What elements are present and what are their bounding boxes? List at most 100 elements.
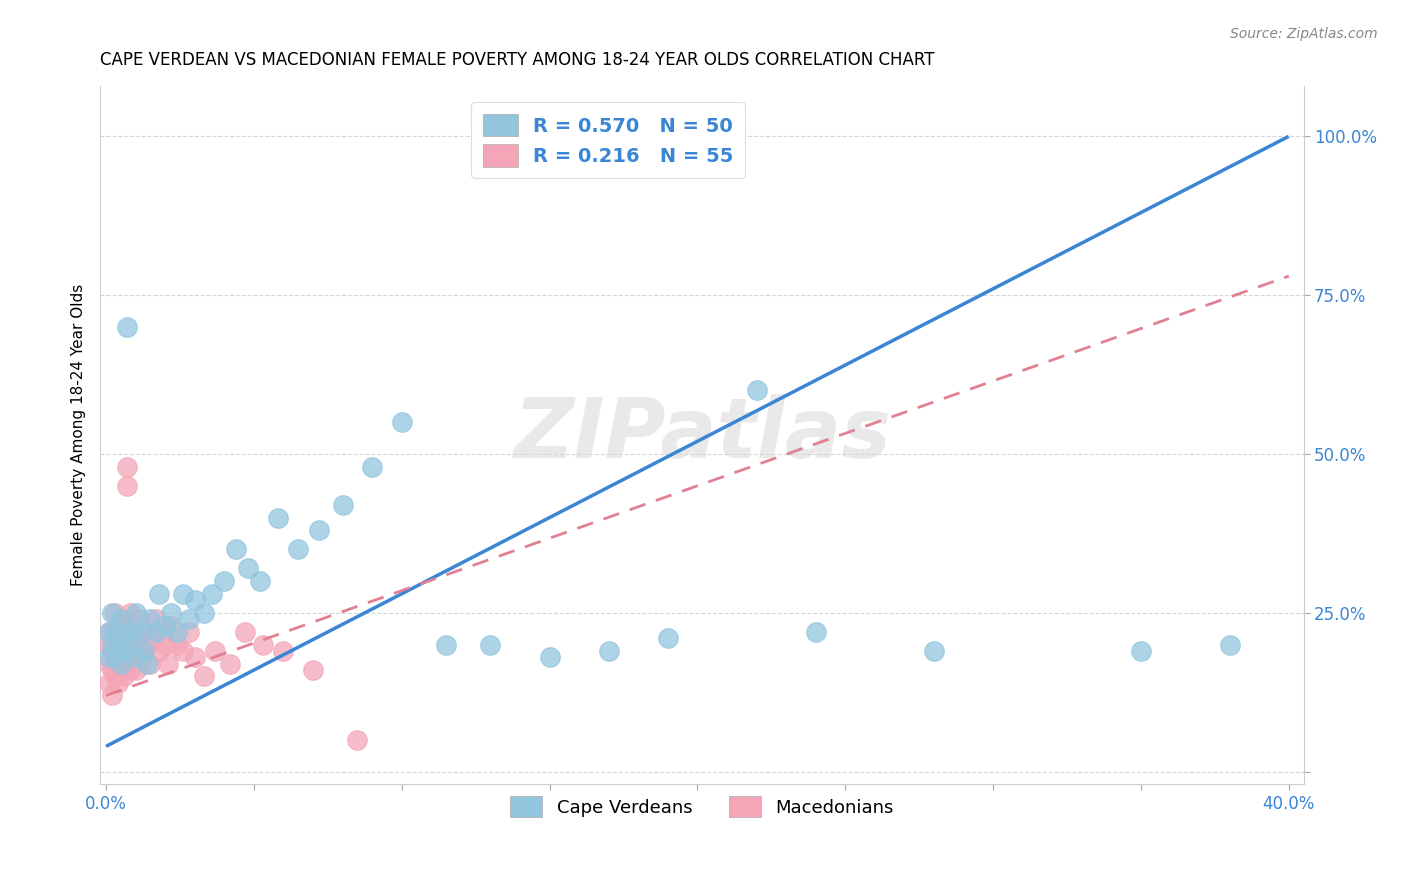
Point — [249, 574, 271, 588]
Point — [121, 624, 143, 639]
Text: ZIPatlas: ZIPatlas — [513, 394, 891, 475]
Point — [124, 650, 146, 665]
Point — [166, 624, 188, 639]
Point — [287, 542, 309, 557]
Point — [104, 669, 127, 683]
Point — [101, 663, 124, 677]
Point — [177, 612, 200, 626]
Point — [98, 675, 121, 690]
Point — [153, 618, 176, 632]
Point — [184, 650, 207, 665]
Point — [104, 650, 127, 665]
Point — [308, 523, 330, 537]
Point — [98, 638, 121, 652]
Point — [98, 650, 121, 665]
Point — [233, 624, 256, 639]
Point — [273, 644, 295, 658]
Point — [98, 624, 121, 639]
Point — [214, 574, 236, 588]
Point — [101, 689, 124, 703]
Point — [804, 624, 827, 639]
Point — [148, 644, 170, 658]
Point — [148, 587, 170, 601]
Point — [266, 510, 288, 524]
Point — [121, 624, 143, 639]
Point — [153, 638, 176, 652]
Point — [98, 624, 121, 639]
Point — [538, 650, 561, 665]
Point — [115, 657, 138, 671]
Point — [104, 606, 127, 620]
Point — [134, 624, 156, 639]
Point — [115, 479, 138, 493]
Point — [110, 638, 132, 652]
Point — [115, 624, 138, 639]
Point — [112, 618, 135, 632]
Point — [124, 663, 146, 677]
Point — [131, 650, 153, 665]
Point — [745, 384, 768, 398]
Point — [101, 638, 124, 652]
Point — [110, 663, 132, 677]
Point — [177, 624, 200, 639]
Point — [160, 606, 183, 620]
Point — [922, 644, 945, 658]
Point — [166, 638, 188, 652]
Point — [346, 733, 368, 747]
Point — [204, 644, 226, 658]
Point — [101, 644, 124, 658]
Point — [101, 606, 124, 620]
Legend: Cape Verdeans, Macedonians: Cape Verdeans, Macedonians — [502, 789, 901, 824]
Point — [107, 624, 129, 639]
Point — [118, 632, 141, 646]
Point — [139, 657, 162, 671]
Point — [172, 587, 194, 601]
Point — [118, 638, 141, 652]
Point — [150, 624, 173, 639]
Point — [201, 587, 224, 601]
Point — [252, 638, 274, 652]
Point — [136, 638, 159, 652]
Point — [145, 612, 167, 626]
Point — [128, 644, 150, 658]
Text: Source: ZipAtlas.com: Source: ZipAtlas.com — [1230, 27, 1378, 41]
Point — [391, 415, 413, 429]
Point — [136, 657, 159, 671]
Point — [118, 606, 141, 620]
Point — [128, 612, 150, 626]
Point — [98, 657, 121, 671]
Point — [121, 650, 143, 665]
Point — [142, 632, 165, 646]
Point — [115, 320, 138, 334]
Point — [110, 657, 132, 671]
Point — [110, 612, 132, 626]
Point — [104, 650, 127, 665]
Point — [104, 624, 127, 639]
Point — [118, 663, 141, 677]
Point — [193, 606, 215, 620]
Point — [302, 663, 325, 677]
Text: CAPE VERDEAN VS MACEDONIAN FEMALE POVERTY AMONG 18-24 YEAR OLDS CORRELATION CHAR: CAPE VERDEAN VS MACEDONIAN FEMALE POVERT… — [100, 51, 935, 69]
Point — [1129, 644, 1152, 658]
Point — [1219, 638, 1241, 652]
Point — [193, 669, 215, 683]
Point — [107, 638, 129, 652]
Point — [107, 650, 129, 665]
Point — [124, 638, 146, 652]
Point — [115, 459, 138, 474]
Point — [225, 542, 247, 557]
Point — [139, 612, 162, 626]
Point — [157, 657, 180, 671]
Point — [184, 593, 207, 607]
Point — [107, 675, 129, 690]
Y-axis label: Female Poverty Among 18-24 Year Olds: Female Poverty Among 18-24 Year Olds — [72, 284, 86, 586]
Point — [145, 624, 167, 639]
Point — [112, 669, 135, 683]
Point — [332, 498, 354, 512]
Point — [160, 618, 183, 632]
Point — [434, 638, 457, 652]
Point — [110, 612, 132, 626]
Point — [598, 644, 620, 658]
Point — [134, 644, 156, 658]
Point — [172, 644, 194, 658]
